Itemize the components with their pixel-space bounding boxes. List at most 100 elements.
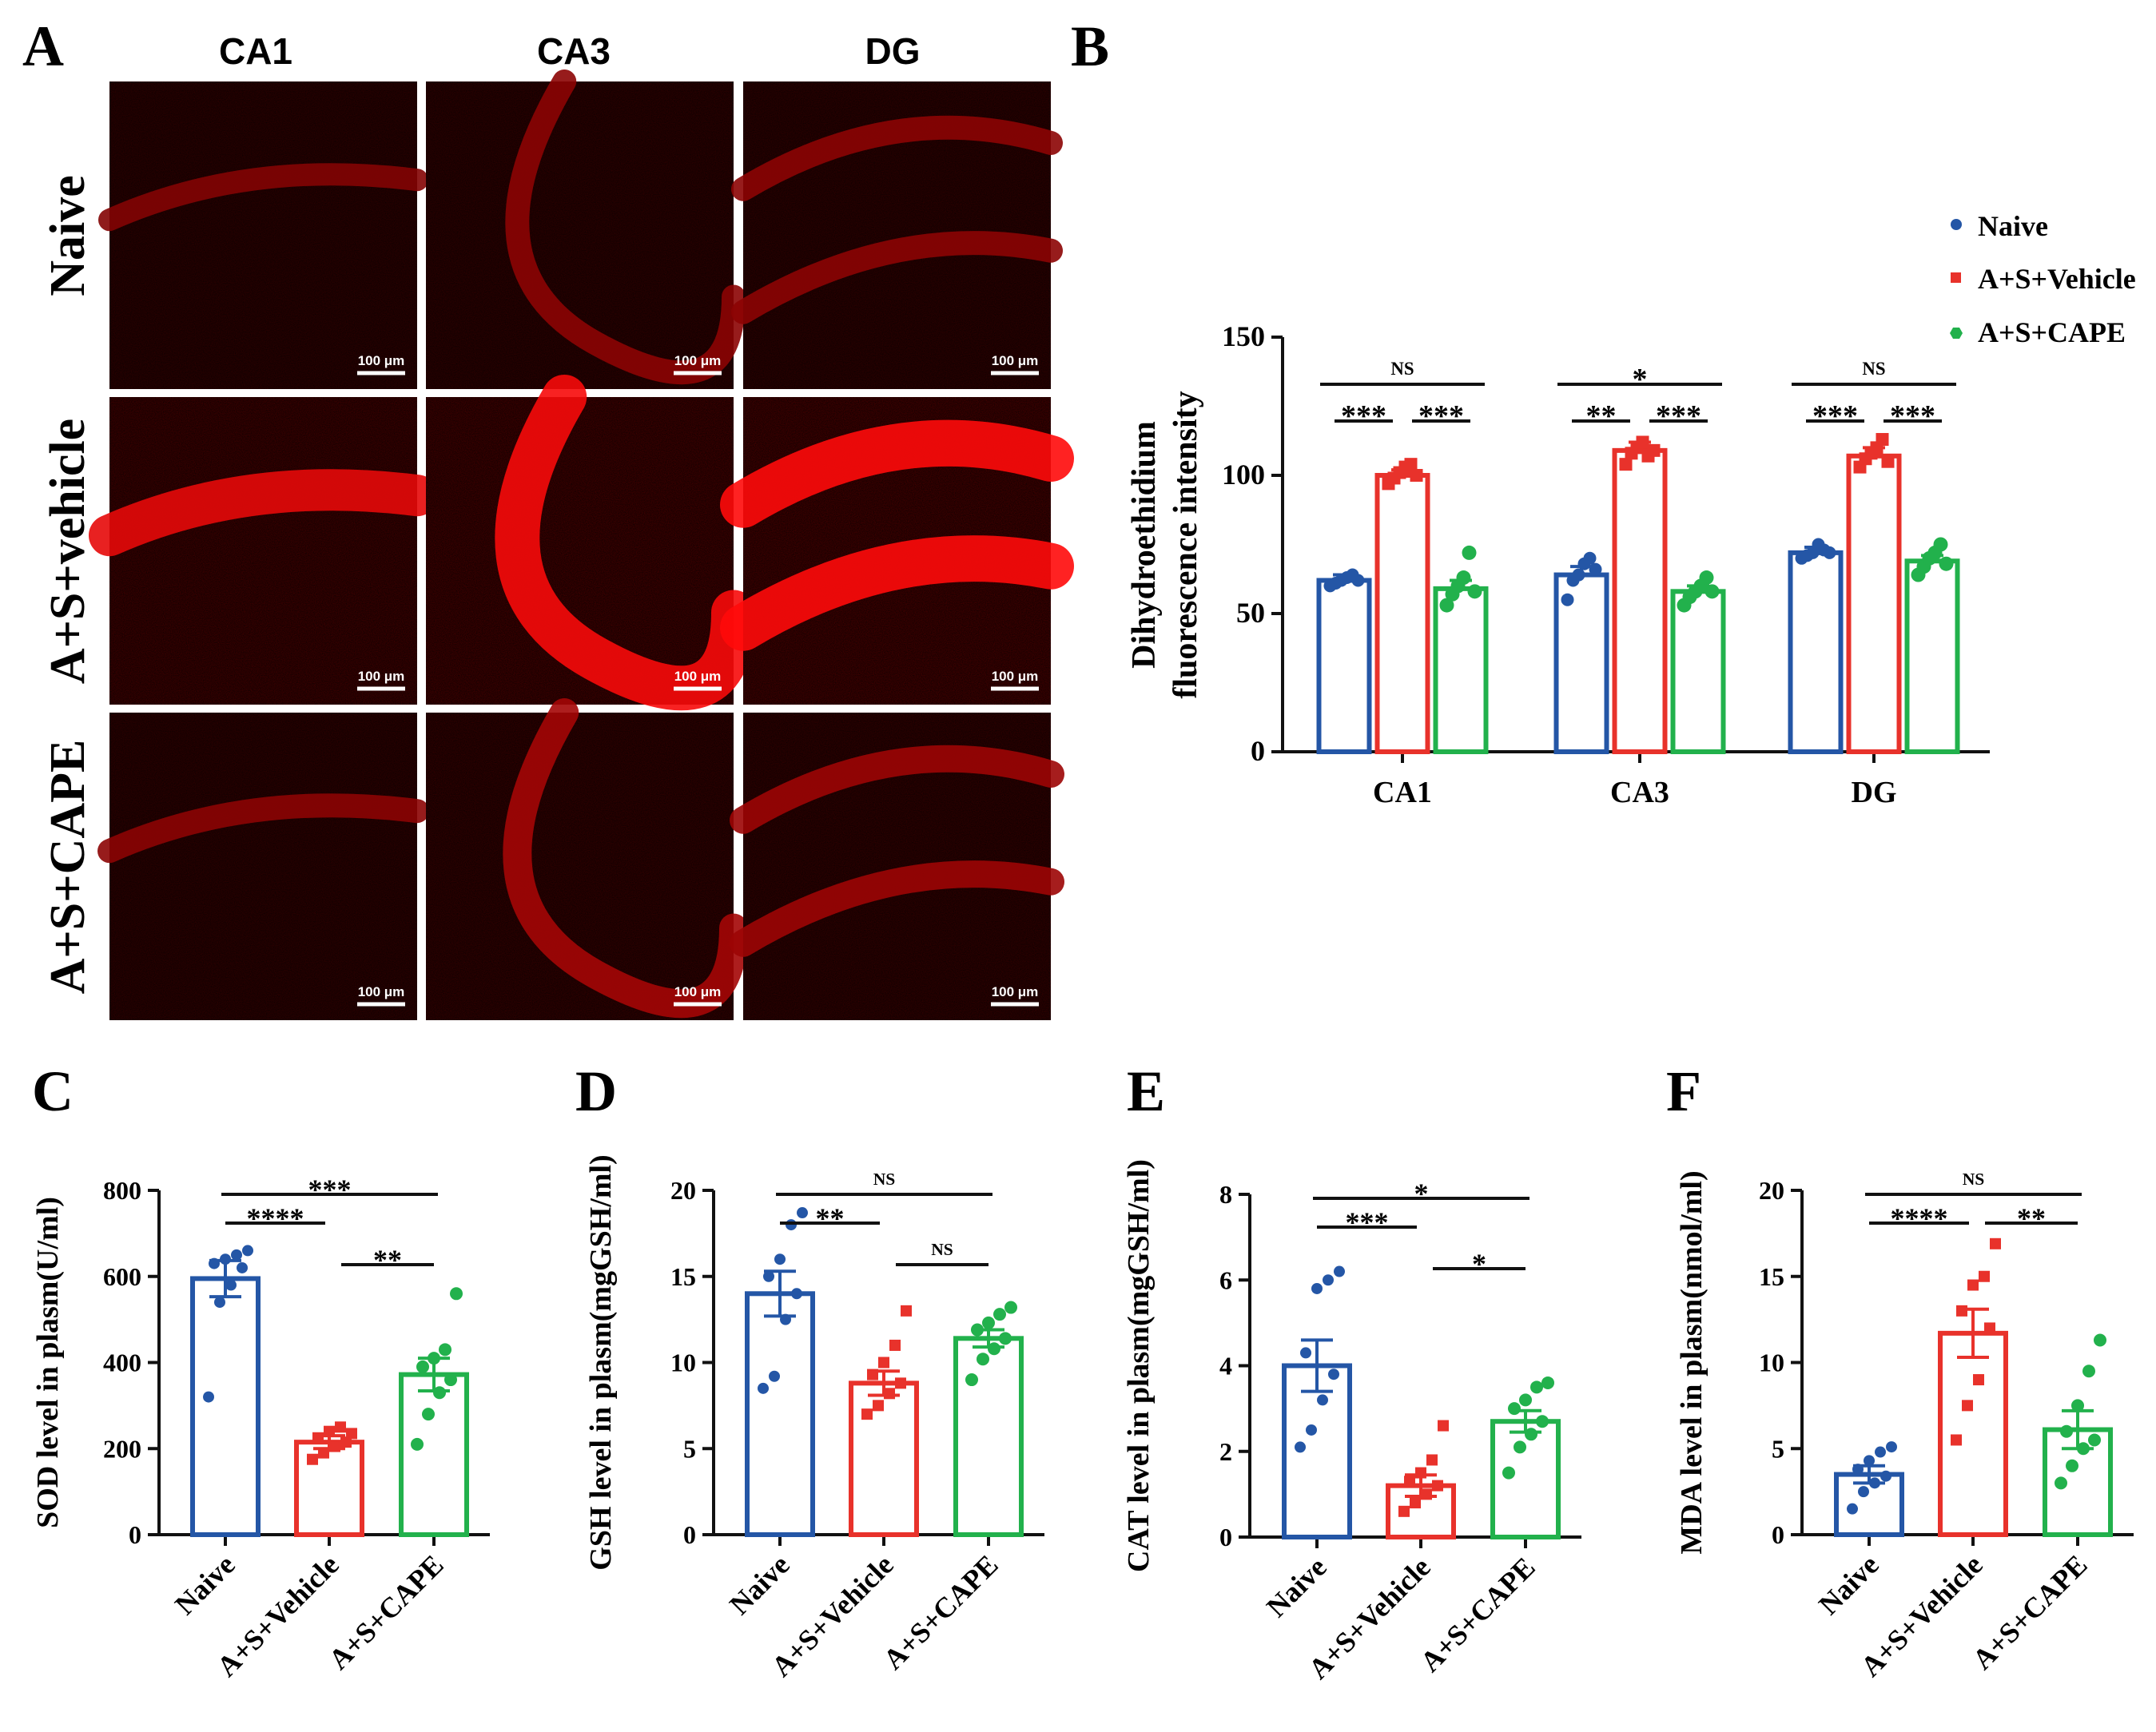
data-point <box>444 1373 457 1387</box>
column-header-dg: DG <box>865 30 921 72</box>
data-point <box>1398 1505 1410 1517</box>
data-point <box>307 1453 318 1465</box>
data-point <box>758 1382 769 1394</box>
bar <box>1846 453 1902 755</box>
data-point <box>1951 1434 1962 1446</box>
y-tick-label: 800 <box>103 1176 141 1205</box>
legend-b: Naive A+S+Vehicle A+S+CAPE <box>1950 210 2136 348</box>
y-tick-label: 2 <box>1219 1437 1232 1466</box>
bar <box>1670 589 1726 754</box>
legend-marker-cape <box>1950 328 1963 339</box>
data-point <box>428 1352 440 1365</box>
bar <box>745 1291 815 1538</box>
data-point <box>1004 1301 1017 1314</box>
data-point <box>2088 1433 2101 1447</box>
data-point <box>1589 562 1602 576</box>
data-point <box>1426 1454 1438 1466</box>
x-tick-label: Naive <box>723 1548 796 1621</box>
significance-label: *** <box>1890 399 1935 433</box>
data-point <box>977 1353 989 1366</box>
significance-label: *** <box>1346 1206 1389 1238</box>
data-point <box>1962 1400 1973 1412</box>
x-tick-label: DG <box>1852 776 1897 809</box>
data-point <box>1705 584 1720 599</box>
bar <box>190 1276 261 1537</box>
data-point <box>1886 1441 1897 1453</box>
panel-label-f: F <box>1666 1059 1701 1123</box>
data-point <box>2066 1459 2078 1472</box>
data-point <box>1456 570 1471 586</box>
column-header-ca3: CA3 <box>537 30 611 72</box>
data-point <box>1876 433 1889 447</box>
y-tick-label: 600 <box>103 1262 141 1291</box>
data-point <box>889 1339 901 1351</box>
scale-bar-label: 100 μm <box>674 984 722 999</box>
data-point <box>312 1432 324 1444</box>
data-point <box>1636 435 1649 449</box>
row-header-naive: Naive <box>41 175 95 296</box>
data-point <box>1462 545 1477 560</box>
data-point <box>861 1408 873 1420</box>
significance-label: *** <box>308 1174 352 1206</box>
y-axis-title: GSH level in plasm(mgGSH/ml) <box>584 1154 618 1570</box>
data-point <box>1881 455 1895 468</box>
data-point <box>1880 1470 1891 1482</box>
y-tick-label: 0 <box>1251 735 1265 767</box>
legend-label-cape: A+S+CAPE <box>1978 316 2126 348</box>
panel-label-c: C <box>32 1059 74 1123</box>
bar <box>1612 447 1668 754</box>
data-point <box>2077 1442 2090 1456</box>
bar <box>1433 586 1489 754</box>
data-point <box>1875 1446 1886 1458</box>
data-point <box>225 1279 237 1291</box>
data-point <box>1525 1428 1537 1441</box>
x-tick-label: CA1 <box>1373 776 1432 809</box>
significance-label: **** <box>247 1202 304 1234</box>
y-axis-title-line2: fluorescence intensity <box>1168 391 1204 698</box>
data-point <box>335 1421 346 1433</box>
micrograph-naive-dg: 100 μm <box>731 81 1063 389</box>
data-point <box>1984 1322 1995 1334</box>
y-tick-label: 4 <box>1219 1352 1232 1380</box>
data-point <box>1323 1274 1334 1286</box>
chart-e: 0 2 4 6 8 CAT level in plasm(mgGSH/ml) Naive A+… <box>1122 1159 1581 1685</box>
significance-label: *** <box>1341 399 1386 433</box>
data-point <box>797 1207 808 1219</box>
y-tick-label: 0 <box>683 1520 696 1549</box>
micrograph-cape-ca3: 100 μm <box>426 698 748 1020</box>
bar <box>953 1336 1024 1537</box>
y-tick-label: 10 <box>670 1349 696 1377</box>
significance-label: NS <box>931 1240 953 1259</box>
data-point <box>2071 1399 2084 1412</box>
y-axis-title: CAT level in plasm(mgGSH/ml) <box>1122 1159 1156 1572</box>
data-point <box>237 1261 248 1273</box>
data-point <box>1864 1455 1875 1467</box>
x-tick-label: A+S+CAPE <box>877 1548 1004 1675</box>
data-point <box>411 1437 424 1451</box>
significance-label: NS <box>1963 1170 1985 1189</box>
data-point <box>1410 1497 1421 1509</box>
legend-marker-vehicle <box>1951 272 1961 283</box>
significance-label: ** <box>2017 1202 2046 1234</box>
scale-bar-label: 100 μm <box>992 984 1039 999</box>
data-point <box>1572 568 1585 582</box>
data-point <box>1317 1394 1328 1406</box>
panel-label-a: A <box>22 14 64 78</box>
y-tick-label: 15 <box>1759 1262 1784 1291</box>
data-point <box>1823 546 1836 559</box>
data-point <box>1311 1282 1323 1294</box>
row-header-vehicle: A+S+vehicle <box>41 419 95 684</box>
bar <box>1374 473 1430 754</box>
data-point <box>1415 1467 1426 1479</box>
y-tick-label: 0 <box>1219 1523 1232 1551</box>
data-point <box>242 1245 253 1257</box>
data-point <box>2094 1333 2106 1347</box>
micrograph-vehicle-ca1: 100 μm <box>89 397 438 705</box>
significance-label: NS <box>873 1170 896 1189</box>
bar <box>1938 1330 2008 1537</box>
significance-label: * <box>1414 1178 1429 1210</box>
data-point <box>450 1287 463 1301</box>
chart-f: 0 5 10 15 20 MDA level in plasm(nmol/ml) Naive… <box>1675 1170 2134 1682</box>
data-point <box>346 1428 357 1440</box>
data-point <box>422 1408 435 1421</box>
